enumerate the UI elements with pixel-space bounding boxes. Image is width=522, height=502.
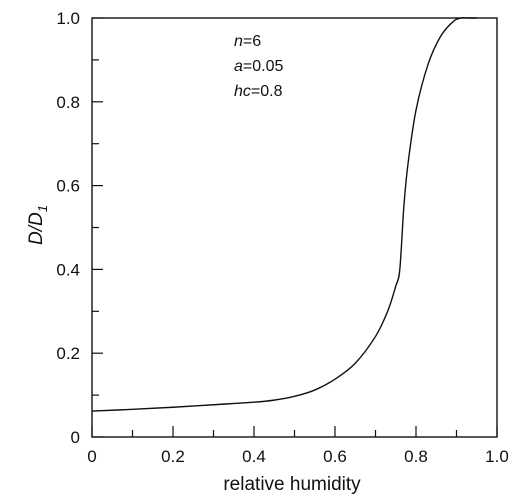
x-tick-label: 1.0 — [485, 447, 509, 466]
x-tick-label: 0.2 — [161, 447, 185, 466]
y-axis-title-sub: 1 — [35, 205, 50, 212]
y-tick-label: 0.6 — [56, 177, 80, 196]
y-axis-title: D/D1 — [26, 205, 50, 245]
y-tick-label: 0.8 — [56, 93, 80, 112]
series-line-0 — [91, 16, 477, 412]
x-tick-label: 0.4 — [242, 447, 266, 466]
labels-layer: relative humidity D/D1 n=6 a=0.05 hc=0.8 — [26, 33, 361, 495]
ticks-layer: 0 0.2 0.4 0.6 0.8 1.0 0 0.2 0.4 0.6 0.8 1.0 — [56, 9, 508, 466]
x-axis-title: relative humidity — [223, 474, 361, 495]
annotation-hc: hc=0.8 — [234, 83, 283, 100]
series-layer — [91, 16, 477, 412]
axes-layer — [91, 17, 498, 438]
y-tick-label: 0.2 — [56, 344, 80, 363]
x-tick-label: 0.6 — [323, 447, 347, 466]
y-tick-label: 0 — [71, 428, 80, 447]
y-tick-label: 1.0 — [56, 9, 80, 28]
x-tick-label: 0.8 — [404, 447, 428, 466]
y-tick-label: 0.4 — [56, 260, 80, 279]
plot-frame — [91, 17, 498, 438]
y-axis-title-main: D/D — [26, 212, 47, 245]
annotation-n: n=6 — [234, 33, 261, 50]
x-tick-label: 0 — [87, 447, 96, 466]
annotation-a: a=0.05 — [234, 58, 283, 75]
